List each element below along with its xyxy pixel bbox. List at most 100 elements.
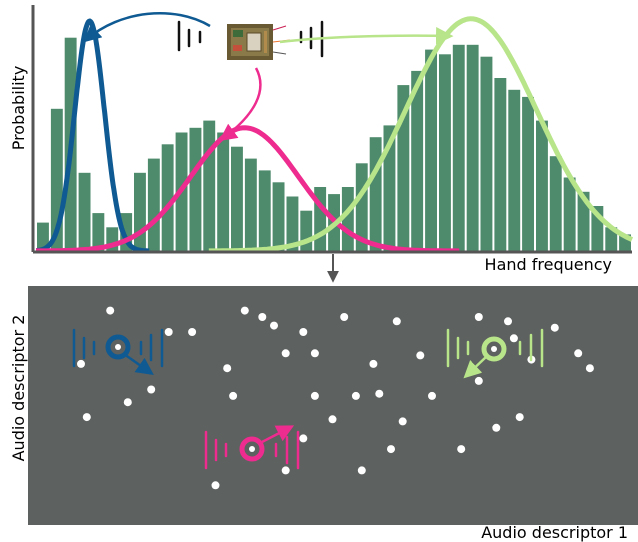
histogram-bar [439,54,451,251]
histogram-bar [244,158,257,251]
histogram-bar [314,187,327,251]
descriptor-space-background [28,286,638,525]
device-photo-icon [227,24,291,60]
pink-gaussian-curve [36,125,460,254]
histogram-bar [217,132,230,251]
descriptor-point [585,364,594,373]
histogram-bar [106,227,119,251]
pink-displacement-arrow [261,425,295,444]
descriptor-point [281,466,290,475]
descriptor-point [164,328,173,336]
descriptor-point [457,445,466,454]
histogram-bar [147,158,160,251]
descriptor-point [106,306,115,315]
histogram-bar [369,137,382,251]
descriptor-point [428,391,436,400]
histogram-bar [300,210,313,251]
descriptor-point [474,376,483,385]
histogram-bar [341,187,354,251]
histogram-bar [536,120,548,251]
descriptor-point [147,385,156,394]
descriptor-point [474,313,483,321]
histogram-bar [231,146,243,251]
descriptor-point [188,328,197,336]
histogram-bar [134,172,146,251]
histogram-bar [272,182,285,251]
histogram-bar [120,213,133,251]
histogram-bar [619,234,631,251]
descriptor-point [340,313,349,321]
descriptor-point [328,415,337,424]
histogram-panel: Probability Hand frequency [9,5,634,274]
histogram-bar [258,170,271,251]
descriptor-2-axis-label: Audio descriptor 2 [9,315,28,462]
green-assignment-arrow [279,26,454,45]
descriptor-point [299,328,308,336]
histogram-bar [355,163,368,251]
descriptor-point [375,389,384,398]
histogram-bar [203,120,216,251]
histogram-bar [37,222,49,251]
descriptor-point [281,349,290,358]
histogram-bar [161,144,174,251]
descriptor-point [223,364,232,373]
descriptor-point [229,391,238,400]
descriptor-point [504,317,512,326]
green-gaussian-curve [208,16,634,254]
descriptor-point [515,413,524,422]
descriptor-point [77,359,85,368]
descriptor-points [77,306,594,490]
descriptor-point [123,398,132,407]
descriptor-point [416,351,425,360]
descriptor-point [387,445,395,454]
histogram-bar [563,177,576,251]
histogram-bar [189,127,202,251]
histogram-bar [549,156,562,251]
histogram-bar [522,96,534,252]
histogram-bar [286,196,299,251]
descriptor-point [357,466,366,475]
histogram-bar [591,206,604,251]
histogram-bar [383,125,396,251]
blue-cluster-center [72,328,164,376]
histogram-bar [425,49,437,251]
descriptor-point [574,349,583,358]
descriptor-point [550,323,559,332]
descriptor-point [82,413,91,422]
blue-assignment-arrow [83,11,211,43]
descriptor-point [492,423,501,432]
y-axis-label: Probability [9,66,28,151]
histogram-bar [50,108,63,251]
descriptor-point [299,434,308,443]
histogram-bar [92,213,105,251]
descriptor-point [509,334,518,343]
blue-displacement-arrow [123,352,154,376]
histogram-bar [452,44,465,251]
histogram-bar [480,56,493,252]
x-axis-label: Hand frequency [485,255,612,274]
histogram-bar [411,70,424,252]
cluster-center-icon [481,336,507,362]
histogram-bar [605,227,618,251]
descriptor-point [310,349,319,358]
pink-assignment-arrow [219,67,262,142]
descriptor-point [211,481,220,490]
descriptor-point [398,417,407,426]
descriptor-1-axis-label: Audio descriptor 1 [481,523,628,542]
descriptor-point [310,391,319,400]
histogram-bar [508,89,521,251]
cluster-center-icon [105,334,131,360]
descriptor-point [270,321,278,330]
histogram-bar [466,44,479,251]
descriptor-point [240,306,249,315]
histogram-bar [397,85,410,251]
descriptor-point [392,317,401,326]
audio-descriptor-panel: Audio descriptor 2 Audio descriptor 1 [9,286,638,542]
pink-cluster-center [204,425,300,470]
histogram-bar [494,78,507,251]
green-cluster-center [446,328,544,379]
descriptor-point [351,391,360,400]
histogram-bar [577,191,590,252]
histogram-bar [78,172,91,251]
